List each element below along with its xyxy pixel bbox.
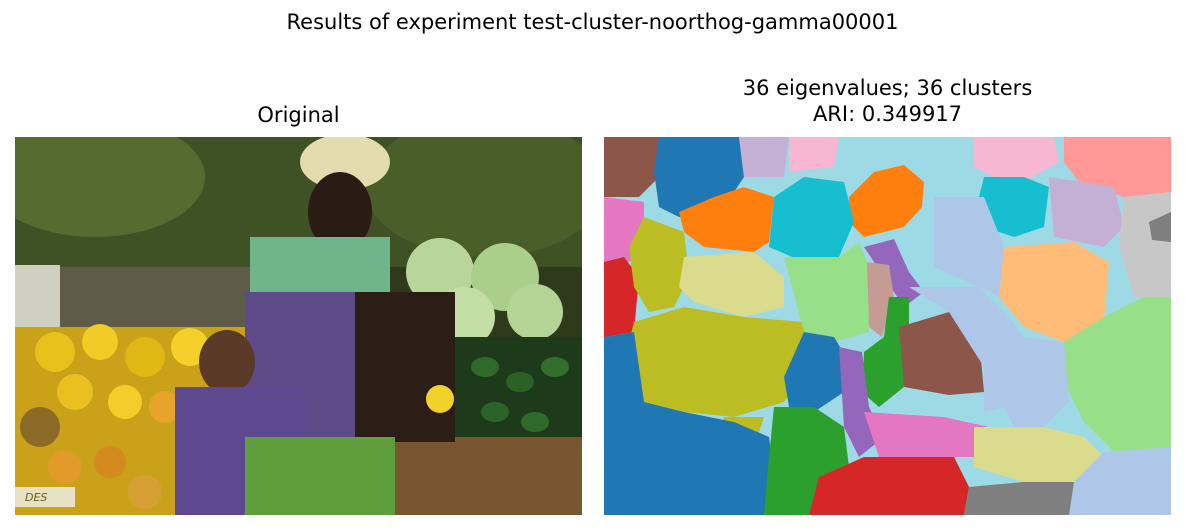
photo-orange bbox=[48, 450, 82, 484]
cluster-region bbox=[769, 177, 854, 262]
photo-cucumber bbox=[471, 357, 499, 377]
photo-car bbox=[15, 265, 60, 335]
photo-cucumber bbox=[506, 372, 534, 392]
cluster-region bbox=[864, 239, 924, 307]
photo-green-top bbox=[250, 237, 390, 297]
cluster-region bbox=[862, 297, 909, 407]
photo-cucumber bbox=[541, 357, 569, 377]
cluster-region bbox=[784, 242, 869, 342]
cluster-region bbox=[999, 242, 1109, 342]
panel-title-ari: ARI: 0.349917 bbox=[812, 102, 963, 126]
cluster-region bbox=[849, 165, 924, 237]
photo-table bbox=[385, 437, 582, 515]
cluster-region bbox=[1149, 212, 1171, 242]
photo-sign-text: DES bbox=[25, 491, 47, 504]
photo-mango bbox=[82, 324, 118, 360]
cluster-region bbox=[1064, 137, 1171, 197]
photo-foliage bbox=[15, 137, 205, 237]
cluster-region bbox=[624, 307, 809, 417]
photo-cucumber bbox=[521, 412, 549, 432]
cluster-region bbox=[789, 137, 839, 172]
cluster-region bbox=[979, 177, 1049, 237]
photo-mango bbox=[35, 332, 75, 372]
cluster-region bbox=[679, 187, 774, 252]
photo-cucumbers bbox=[455, 337, 582, 447]
cluster-region bbox=[739, 137, 789, 177]
cluster-region bbox=[679, 252, 784, 317]
panel-title-original: Original bbox=[257, 103, 340, 127]
photo-mango bbox=[57, 374, 93, 410]
photo-headwrap bbox=[300, 137, 390, 190]
cluster-region bbox=[604, 257, 639, 337]
photo-sign bbox=[15, 487, 75, 507]
cluster-region bbox=[974, 427, 1104, 482]
photo-baby-face bbox=[199, 330, 255, 394]
photo-foliage-right bbox=[365, 137, 582, 257]
panel-title-clusters-line1: 36 eigenvalues; 36 clusters bbox=[742, 76, 1033, 100]
photo-arm bbox=[355, 292, 455, 442]
photo-face bbox=[308, 172, 372, 252]
cluster-segmentation-map bbox=[604, 137, 1171, 515]
cluster-region bbox=[1049, 177, 1124, 247]
cluster-region bbox=[809, 457, 969, 515]
cluster-region bbox=[1064, 297, 1171, 452]
cluster-region bbox=[604, 332, 774, 515]
photo-mango bbox=[125, 337, 165, 377]
segmentation-svg bbox=[604, 137, 1171, 515]
photo-orange bbox=[94, 446, 126, 478]
photo-orange bbox=[128, 475, 162, 509]
photo-cabbage bbox=[507, 284, 563, 340]
cluster-region bbox=[934, 197, 1004, 297]
original-photo-svg: DES bbox=[15, 137, 582, 515]
cluster-region bbox=[964, 482, 1074, 515]
photo-skirt bbox=[245, 437, 395, 515]
cluster-region bbox=[864, 412, 989, 462]
panel-title-clusters: 36 eigenvalues; 36 clusters ARI: 0.34991… bbox=[604, 75, 1171, 127]
photo-held-fruit bbox=[426, 385, 454, 413]
original-image: DES bbox=[15, 137, 582, 515]
figure-suptitle: Results of experiment test-cluster-noort… bbox=[286, 10, 899, 34]
cluster-region bbox=[1064, 447, 1171, 515]
cluster-region bbox=[1004, 337, 1069, 427]
cluster-region bbox=[974, 137, 1059, 182]
cluster-region bbox=[784, 332, 849, 412]
photo-pineapple bbox=[20, 407, 60, 447]
cluster-region bbox=[909, 287, 1024, 412]
photo-cucumber bbox=[481, 402, 509, 422]
cluster-region bbox=[629, 217, 689, 312]
cluster-region bbox=[604, 137, 666, 197]
photo-orange bbox=[149, 391, 181, 423]
photo-mango bbox=[108, 385, 142, 419]
